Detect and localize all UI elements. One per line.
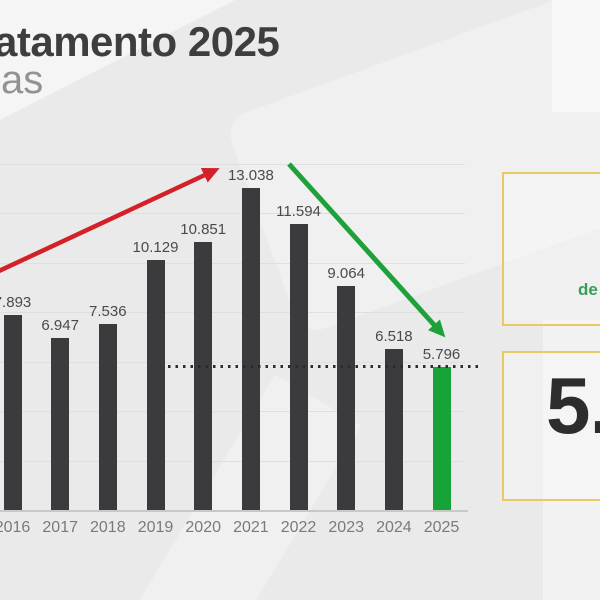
gridline-6000 <box>0 361 465 363</box>
bar-2018 <box>98 323 117 510</box>
panel-caption: de <box>578 280 598 299</box>
bar-value-label-2016: 7.893 <box>0 293 32 311</box>
bar-value-label-2021: 13.038 <box>227 166 274 184</box>
bar-2020 <box>194 241 213 510</box>
x-axis-label-2021: 2021 <box>233 519 269 536</box>
gridline-12000 <box>0 213 465 215</box>
bar-value-label-2020: 10.851 <box>180 220 227 238</box>
highlight-panel-top: de <box>502 172 600 326</box>
x-axis-label-2020: 2020 <box>185 519 221 536</box>
gridline-14000 <box>0 164 465 165</box>
x-axis-label-2024: 2024 <box>376 519 412 536</box>
x-axis-label-2019: 2019 <box>137 519 174 536</box>
bar-2016 <box>3 314 22 510</box>
x-axis-label-2018: 2018 <box>90 519 126 536</box>
bar-value-label-2022: 11.594 <box>276 202 321 220</box>
bar-value-label-2025: 5.796 <box>422 345 461 363</box>
bar-2025 <box>432 366 451 510</box>
x-axis-label-2022: 2022 <box>280 519 317 536</box>
x-axis-line <box>0 510 468 512</box>
x-axis-label-2016: 2016 <box>0 519 31 536</box>
bar-2023 <box>337 286 356 510</box>
gridline-4000 <box>0 411 465 413</box>
gridline-2000 <box>0 460 465 462</box>
bar-value-label-2018: 7.536 <box>89 302 127 320</box>
gridline-8000 <box>0 312 465 314</box>
x-axis-label-2023: 2023 <box>328 519 364 536</box>
bar-value-label-2019: 10.129 <box>132 238 179 256</box>
bar-value-label-2024: 6.518 <box>375 327 413 345</box>
panel-big-number: 5. <box>546 361 600 450</box>
bar-value-label-2023: 9.064 <box>327 265 365 282</box>
bar-value-label-2017: 6.947 <box>41 317 79 335</box>
gridline-10000 <box>0 262 465 264</box>
highlight-panel-bottom: 5. <box>502 351 600 501</box>
bar-2019 <box>146 259 165 510</box>
page-subtitle: as <box>1 58 44 102</box>
x-axis-label-2025: 2025 <box>423 519 460 536</box>
reference-dotted-line <box>168 365 478 369</box>
bar-2017 <box>51 338 70 510</box>
bar-2024 <box>384 348 403 510</box>
bar-2021 <box>241 187 260 510</box>
x-axis-label-2017: 2017 <box>42 519 78 536</box>
